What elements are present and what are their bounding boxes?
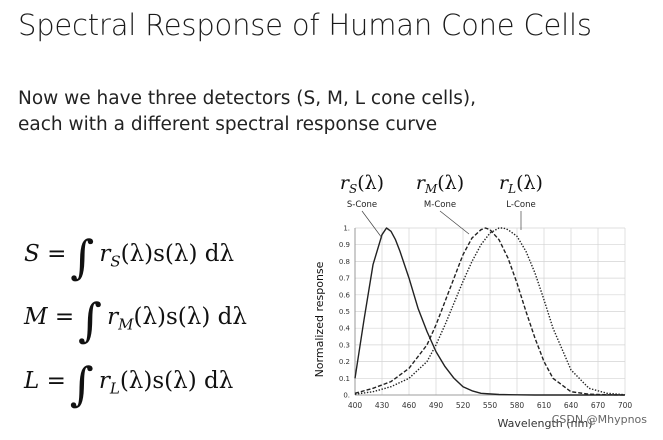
series-name-label: L-Cone (506, 200, 535, 210)
slide-title: Spectral Response of Human Cone Cells (18, 8, 592, 42)
y-tick-label: 0.9 (339, 241, 350, 249)
description: Now we have three detectors (S, M, L con… (18, 86, 476, 138)
integral-sign: ∫ (70, 230, 95, 284)
x-tick-label: 490 (429, 401, 444, 410)
x-tick-label: 670 (591, 401, 606, 410)
y-tick-label: 1. (343, 225, 350, 233)
description-line-1: Now we have three detectors (S, M, L con… (18, 88, 476, 109)
equation-m: M =∫ rM(λ)s(λ) dλ (24, 293, 247, 347)
y-tick-label: 0.2 (339, 358, 350, 366)
x-tick-label: 430 (375, 401, 390, 410)
x-tick-label: 580 (510, 401, 525, 410)
series-formula: rM(λ) (416, 172, 464, 196)
integral-sign: ∫ (78, 293, 103, 347)
y-tick-label: 0.6 (339, 291, 351, 299)
leader-line (361, 210, 383, 239)
x-tick-label: 610 (537, 401, 552, 410)
series-formula: rS(λ) (340, 172, 384, 196)
y-tick-label: 0.8 (339, 258, 350, 266)
y-tick-label: 0.5 (339, 308, 350, 316)
y-tick-label: 0.1 (339, 375, 350, 383)
x-tick-label: 460 (402, 401, 417, 410)
y-tick-label: 0.4 (339, 325, 351, 333)
equation-subscript: M (118, 315, 134, 334)
equation-rest: (λ)s(λ) dλ (133, 304, 247, 330)
series-line-s-cone (354, 227, 625, 396)
x-tick-label: 400 (348, 401, 363, 410)
x-axis-label: Wavelength (nm) (497, 417, 592, 430)
integral-sign: ∫ (69, 357, 94, 411)
equation-rest: (λ)s(λ) dλ (120, 241, 235, 267)
x-tick-label: 700 (618, 401, 633, 410)
x-tick-label: 520 (456, 401, 471, 410)
equation-s: S =∫ rS(λ)s(λ) dλ (24, 230, 235, 284)
series-formula: rL(λ) (499, 172, 543, 196)
series-name-label: S-Cone (347, 200, 377, 210)
x-tick-label: 550 (483, 401, 498, 410)
leader-line (439, 210, 470, 235)
y-axis-label: Normalized response (313, 261, 326, 377)
watermark: CSDN @Mhypnos (551, 413, 647, 426)
series-name-label: M-Cone (424, 200, 456, 210)
equation-rest: (λ)s(λ) dλ (119, 368, 234, 394)
equation-lhs: L (24, 368, 40, 394)
y-tick-label: 0.3 (339, 341, 350, 349)
y-tick-label: 0. (343, 392, 350, 400)
equation-lhs: M (24, 304, 48, 330)
y-tick-label: 0.7 (339, 275, 350, 283)
description-line-2: each with a different spectral response … (18, 114, 438, 135)
equation-l: L =∫ rL(λ)s(λ) dλ (24, 357, 234, 411)
equation-subscript: S (110, 252, 121, 271)
x-tick-label: 640 (564, 401, 579, 410)
series-line-m-cone (354, 227, 626, 396)
equation-lhs: S (24, 241, 40, 267)
equation-subscript: L (109, 379, 120, 398)
cone-response-chart: 400 430 460 490 520 550 580 610 640 670 700 0. 0.1 0.… (313, 172, 633, 430)
